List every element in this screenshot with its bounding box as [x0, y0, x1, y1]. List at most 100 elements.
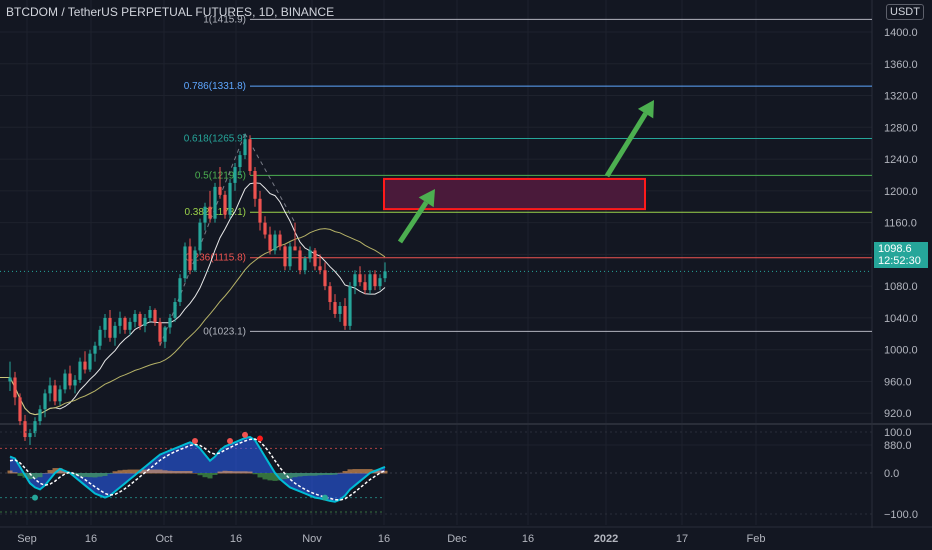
candle-body [23, 421, 27, 438]
histogram-bar [92, 473, 98, 478]
arrow-head [418, 189, 435, 208]
histogram-bar [97, 473, 103, 477]
oscillator-tick-label: 100.0 [884, 427, 912, 439]
candle-body [253, 170, 257, 199]
candle-body [78, 361, 82, 380]
candle-body [103, 317, 107, 330]
histogram-bar [332, 473, 338, 475]
candle-body [33, 421, 37, 434]
moving-average-line [0, 182, 386, 416]
histogram-bar [167, 470, 173, 474]
histogram-bar [327, 473, 333, 475]
oscillator-wave-area [10, 436, 385, 502]
price-tick-label: 1240.0 [884, 154, 918, 166]
candle-body [183, 246, 187, 279]
candle-body [338, 306, 342, 314]
fib-level-label: 0(1023.1) [203, 326, 246, 337]
currency-button[interactable]: USDT [886, 4, 924, 20]
histogram-bar [37, 473, 43, 478]
title-comma: , [252, 5, 259, 19]
candle-body [48, 385, 52, 394]
histogram-bar [102, 473, 108, 476]
candle-body [158, 321, 162, 342]
histogram-bar [212, 473, 218, 475]
histogram-bar [377, 470, 383, 474]
signal-marker [242, 431, 248, 438]
candle-body [108, 317, 112, 338]
moving-average-line [0, 228, 386, 416]
candle-body [383, 271, 387, 279]
arrow-head [637, 100, 654, 119]
histogram-bar [302, 473, 308, 476]
fib-trend-line [244, 133, 296, 223]
histogram-bar [152, 469, 158, 474]
time-tick-label: Nov [302, 533, 322, 545]
histogram-bar [317, 473, 323, 476]
price-tick-label: 1280.0 [884, 122, 918, 134]
candle-body [88, 353, 92, 370]
candle-body [198, 222, 202, 251]
price-tick-label: 1080.0 [884, 281, 918, 293]
title-separator: / [58, 5, 68, 19]
oscillator-tick-label: −100.0 [884, 509, 918, 521]
candle-body [8, 377, 12, 382]
histogram-bar [7, 470, 13, 474]
candle-body [258, 198, 262, 223]
candle-body [73, 379, 77, 386]
candle-body [128, 321, 132, 330]
candle-body [13, 377, 17, 398]
histogram-bar [172, 471, 178, 474]
candle-body [218, 186, 222, 195]
candle-body [188, 246, 192, 271]
candle-body [238, 155, 242, 168]
candle-body [273, 234, 277, 251]
time-tick-label: Oct [155, 533, 172, 545]
candle-body [168, 317, 172, 328]
candle-body [333, 302, 337, 314]
price-tick-label: 920.0 [884, 408, 912, 420]
time-tick-label: 16 [522, 533, 534, 545]
time-tick-label: 16 [230, 533, 242, 545]
candle-body [343, 306, 347, 326]
price-tick-label: 1040.0 [884, 313, 918, 325]
candle-body [173, 302, 177, 318]
histogram-bar [47, 470, 53, 474]
candle-body [138, 313, 142, 326]
candle-body [228, 182, 232, 215]
candle-body [163, 327, 167, 342]
signal-marker [227, 438, 233, 445]
histogram-bar [57, 468, 63, 474]
time-tick-label: 16 [378, 533, 390, 545]
histogram-bar [187, 471, 193, 474]
time-tick-label: 17 [676, 533, 688, 545]
histogram-bar [257, 473, 263, 478]
signal-marker [322, 494, 328, 501]
histogram-bar [62, 471, 68, 474]
histogram-bar [357, 469, 363, 474]
candle-body [248, 139, 252, 171]
interval-label[interactable]: 1D [258, 5, 275, 19]
arrow-shaft [604, 112, 648, 178]
histogram-bar [282, 473, 288, 480]
histogram-bar [82, 473, 88, 477]
histogram-bar [222, 470, 228, 474]
chart-title: BTCDOM / TetherUS PERPETUAL FUTURES, 1D,… [6, 5, 334, 19]
candle-body [43, 393, 47, 410]
last-price-value: 1098.6 [878, 243, 912, 255]
candle-body [313, 250, 317, 267]
oscillator-pane [0, 431, 872, 515]
candle-body [203, 206, 207, 223]
signal-marker [32, 494, 38, 501]
histogram-bar [177, 471, 183, 474]
histogram-bar [337, 472, 343, 474]
histogram-bar [12, 472, 18, 474]
candle-body [263, 222, 267, 235]
histogram-bar [197, 473, 203, 476]
price-tick-label: 880.0 [884, 440, 912, 452]
candle-body [118, 317, 122, 326]
candle-body [288, 246, 292, 267]
histogram-bar [382, 470, 388, 474]
fib-trend-line [159, 133, 246, 346]
candle-body [208, 206, 212, 219]
